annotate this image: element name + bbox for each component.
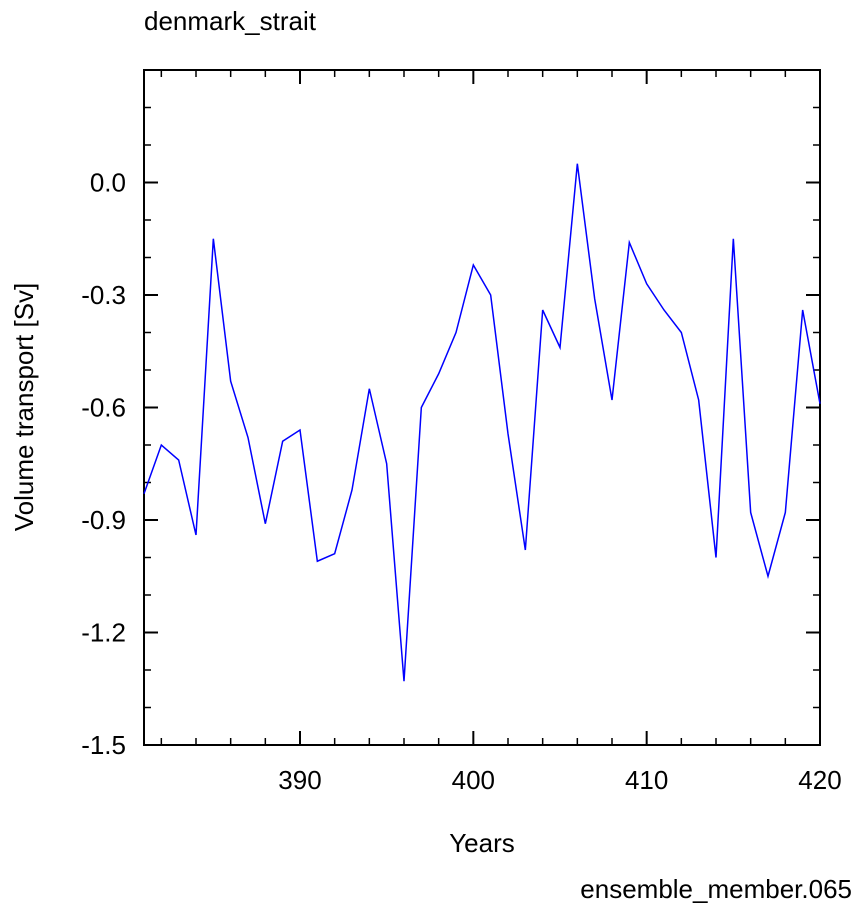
x-tick-label: 410 <box>625 765 668 795</box>
y-tick-label: -0.9 <box>81 505 126 535</box>
y-tick-label: -1.5 <box>81 730 126 760</box>
x-tick-label: 420 <box>798 765 841 795</box>
plot-frame <box>143 69 821 746</box>
y-tick-label: -1.2 <box>81 618 126 648</box>
y-tick-label: -0.6 <box>81 393 126 423</box>
x-tick-label: 400 <box>452 765 495 795</box>
annotation: ensemble_member.065 <box>580 874 852 904</box>
chart-title: denmark_strait <box>144 6 317 36</box>
data-line <box>143 163 821 682</box>
y-tick-label: -0.3 <box>81 280 126 310</box>
y-axis-label: Volume transport [Sv] <box>9 283 39 532</box>
x-tick-label: 390 <box>278 765 321 795</box>
y-tick-label: 0.0 <box>90 168 126 198</box>
x-axis-label: Years <box>449 828 515 858</box>
